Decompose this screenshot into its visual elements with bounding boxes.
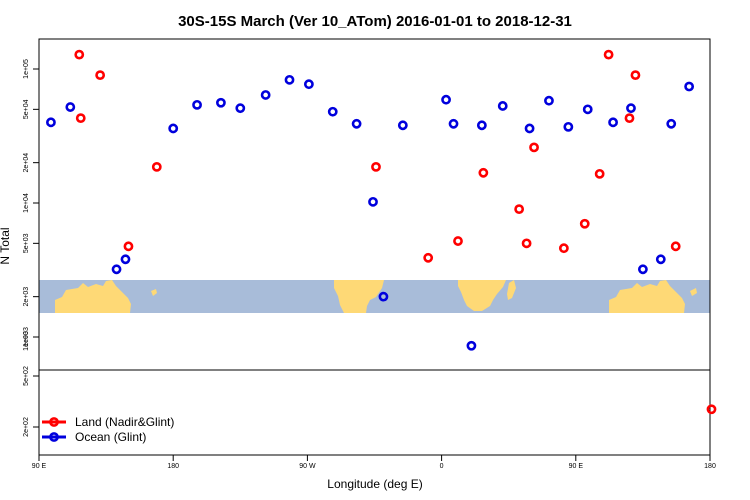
point-ocean — [655, 254, 666, 265]
point-ocean — [284, 74, 295, 85]
point-ocean — [351, 118, 362, 129]
legend-marker-land — [49, 417, 59, 427]
map-land-new-zealand-right — [690, 288, 697, 296]
y-tick-label-upper: 5e+04 — [23, 99, 30, 119]
point-ocean — [524, 123, 535, 134]
map-land-new-zealand — [151, 289, 157, 296]
legend-marker-ocean — [49, 432, 59, 442]
data-points — [46, 49, 717, 415]
point-land — [151, 161, 162, 172]
point-ocean — [260, 90, 271, 100]
x-tick-label: 90 W — [299, 463, 316, 470]
point-land — [514, 204, 525, 215]
point-land — [630, 70, 641, 81]
point-land — [521, 238, 532, 249]
map-land-madagascar — [507, 280, 516, 300]
point-ocean — [563, 121, 574, 132]
point-land — [74, 49, 85, 60]
point-ocean — [368, 196, 378, 207]
map-land-south-america — [334, 280, 384, 313]
x-tick-label: 90 E — [32, 463, 47, 470]
y-tick-label-lower: 1e+03 — [23, 331, 30, 351]
point-land — [579, 218, 590, 229]
x-axis: 90 E 180 90 W 0 90 E 180 — [32, 455, 716, 470]
point-ocean — [46, 117, 56, 128]
point-land — [123, 241, 134, 252]
point-land — [423, 252, 434, 263]
point-land — [603, 49, 614, 60]
point-ocean — [168, 123, 179, 134]
point-ocean — [327, 106, 338, 117]
map-land-australia — [55, 280, 131, 313]
point-land — [478, 167, 489, 178]
y-axis-lower: 2e+02 5e+02 1e+03 — [23, 331, 39, 437]
point-ocean — [65, 102, 76, 112]
legend-label-land: Land (Nadir&Glint) — [75, 415, 174, 429]
point-ocean — [120, 254, 131, 265]
point-ocean — [638, 264, 648, 275]
x-tick-label: 180 — [167, 463, 179, 470]
point-ocean — [476, 120, 487, 131]
world-map-band — [39, 280, 710, 313]
y-tick-label-upper: 2e+03 — [23, 287, 30, 307]
legend-label-ocean: Ocean (Glint) — [75, 430, 146, 444]
point-ocean — [608, 117, 618, 128]
y-tick-label-upper: 2e+04 — [23, 153, 30, 173]
point-ocean — [303, 79, 314, 90]
point-ocean — [582, 104, 593, 115]
point-ocean — [216, 97, 226, 108]
y-tick-label-upper: 5e+03 — [23, 233, 30, 253]
point-land — [529, 142, 539, 153]
y-axis-label: N Total — [0, 227, 12, 264]
x-tick-label: 0 — [440, 463, 444, 470]
point-ocean — [666, 118, 677, 129]
x-axis-label: Longitude (deg E) — [327, 477, 422, 491]
chart-title: 30S-15S March (Ver 10_ATom) 2016-01-01 t… — [178, 13, 572, 30]
y-tick-label-lower: 5e+02 — [23, 366, 30, 386]
y-tick-label-upper: 1e+04 — [23, 193, 30, 213]
point-ocean — [448, 118, 459, 129]
point-land — [95, 70, 106, 81]
point-land — [371, 161, 381, 172]
point-ocean — [378, 291, 389, 302]
y-tick-label-upper: 1e+05 — [23, 59, 30, 79]
map-land-australia-right — [609, 280, 685, 313]
point-ocean — [544, 95, 554, 106]
legend: Land (Nadir&Glint) Ocean (Glint) — [42, 415, 174, 444]
point-land — [706, 404, 717, 415]
map-land-africa — [458, 280, 506, 311]
point-land — [453, 236, 463, 246]
point-ocean — [466, 340, 477, 351]
point-ocean — [192, 99, 202, 110]
point-ocean — [684, 81, 695, 92]
point-land — [670, 241, 681, 252]
x-tick-label: 180 — [704, 463, 716, 470]
y-axis-upper: 1e+03 2e+03 5e+03 1e+04 2e+04 5e+04 1e+05 — [23, 59, 39, 347]
x-tick-label: 90 E — [569, 463, 584, 470]
point-ocean — [441, 94, 451, 105]
point-land — [75, 113, 86, 124]
point-ocean — [235, 103, 246, 114]
point-land — [594, 168, 605, 179]
point-ocean — [497, 101, 508, 111]
y-tick-label-lower: 2e+02 — [23, 417, 30, 437]
point-ocean — [626, 103, 636, 114]
point-land — [558, 243, 569, 254]
point-ocean — [111, 264, 122, 275]
point-ocean — [397, 120, 408, 131]
point-land — [624, 113, 635, 124]
y-tick-label-upper: 1e+03 — [23, 327, 30, 347]
